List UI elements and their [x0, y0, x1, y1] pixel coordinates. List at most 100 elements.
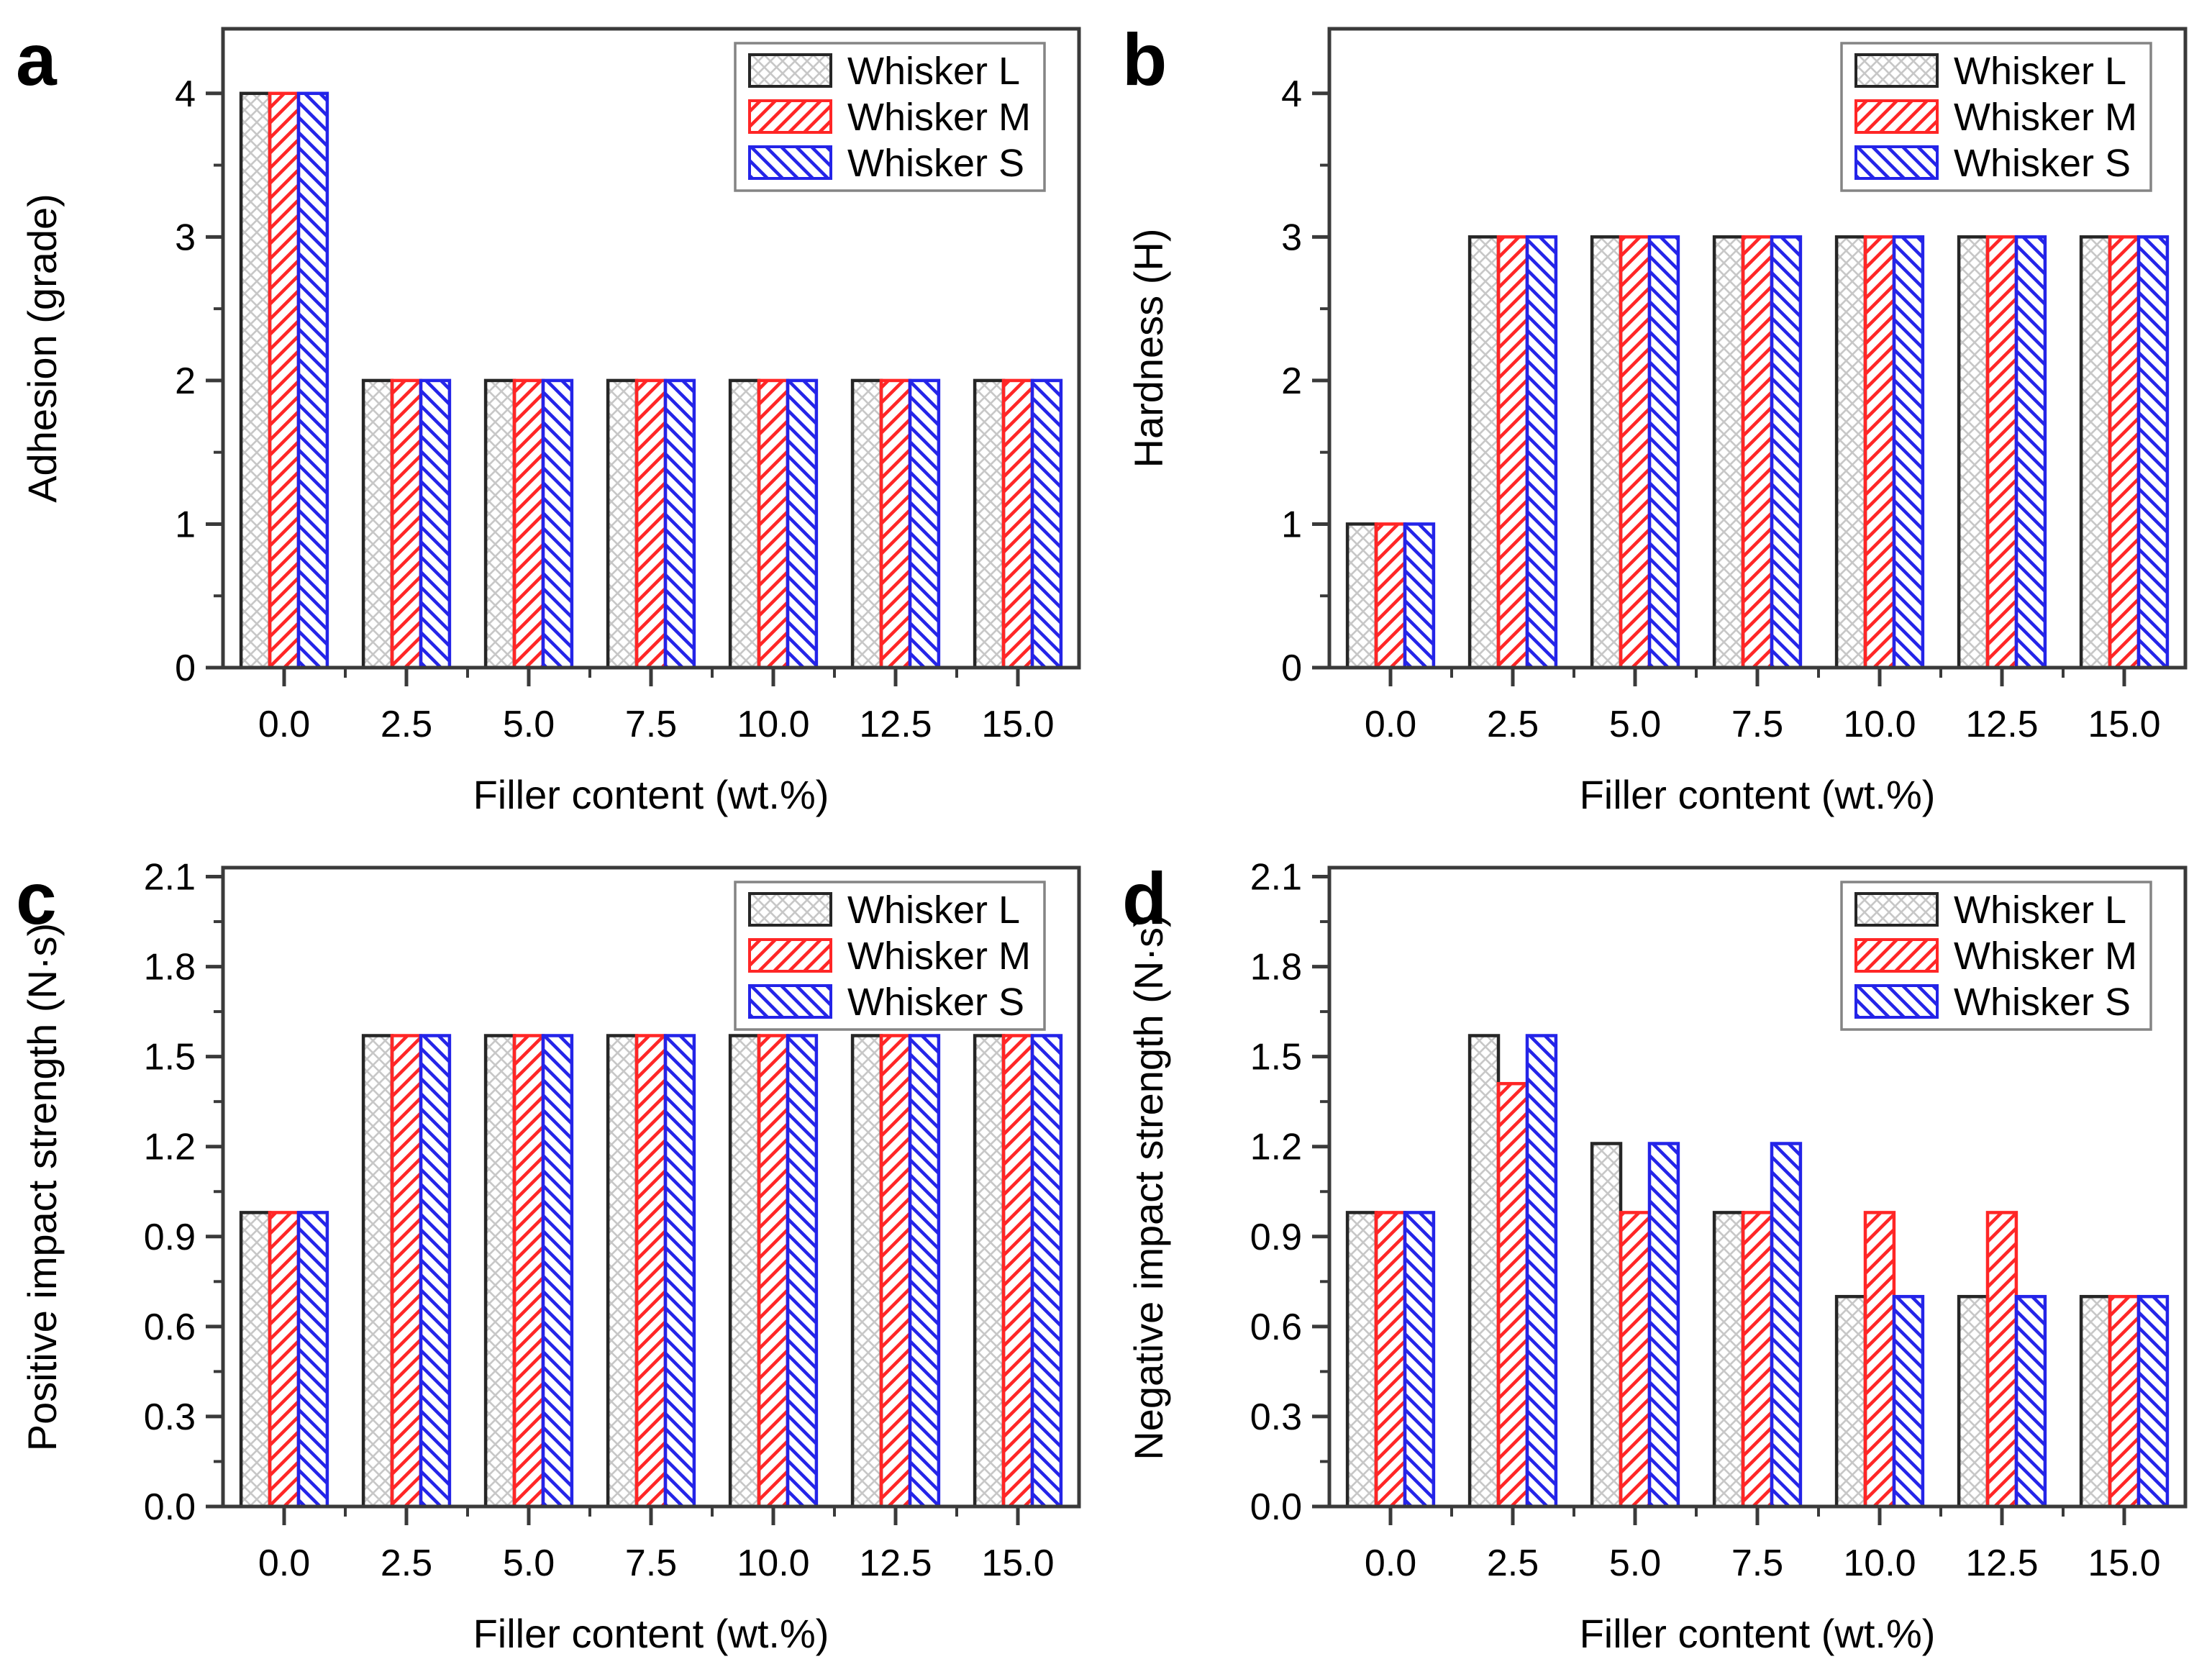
x-tick-label: 15.0 [981, 704, 1054, 745]
x-tick-label: 5.0 [503, 704, 555, 745]
bar-whisker-s-x15.0 [2136, 235, 2170, 670]
bar-whisker-s-x15.0 [1030, 1034, 1063, 1509]
legend-label: Whisker S [1954, 981, 2131, 1024]
bar-whisker-s-x15.0 [2136, 1294, 2170, 1509]
x-tick-label: 0.0 [1365, 1542, 1416, 1584]
bar-whisker-s-x10.0 [1892, 1294, 1925, 1509]
bar-whisker-s-x15.0 [1030, 378, 1063, 670]
panel-b-hardness-chart: 0 1 2 3 4 0.0 2.5 5.0 7.5 10.0 12.5 15.0 Filler cont… [1122, 19, 2188, 817]
legend-swatch [748, 892, 832, 927]
legend-entry-whisker-m: Whisker M [748, 935, 1031, 978]
bar-whisker-s-x7.5 [1770, 1142, 1803, 1509]
bar-whisker-m-x10.0 [757, 378, 790, 670]
legend-label: Whisker S [847, 142, 1024, 185]
bar-whisker-l-x0.0 [1345, 522, 1378, 670]
bar-whisker-s-x7.5 [663, 378, 696, 670]
bar-whisker-s-x10.0 [786, 378, 819, 670]
bar-whisker-m-x2.5 [390, 378, 423, 670]
bar-whisker-m-x10.0 [1863, 1211, 1896, 1509]
bar-whisker-l-x5.0 [1590, 235, 1623, 670]
bar-whisker-l-x7.5 [606, 1034, 639, 1509]
y-tick-label: 0.6 [1250, 1306, 1302, 1348]
legend-swatch [1854, 938, 1939, 973]
bar-whisker-s-x5.0 [541, 378, 574, 670]
x-tick-label: 7.5 [625, 1542, 677, 1584]
legend-swatch [1854, 145, 1939, 180]
bar-whisker-s-x2.5 [419, 1034, 452, 1509]
x-axis-label: Filler content (wt.%) [1580, 772, 1936, 817]
legend-swatch [1854, 99, 1939, 134]
x-tick-label: 2.5 [381, 1542, 432, 1584]
panel-d-negative-impact-chart: 0.0 0.3 0.6 0.9 1.2 1.5 1.8 2.1 0.0 2.5 5.0 7.5 10.0… [1122, 857, 2188, 1656]
y-tick-label: 4 [1281, 73, 1302, 115]
legend-entry-whisker-l: Whisker L [1854, 889, 2126, 932]
legend-swatch [1854, 892, 1939, 927]
y-tick-label: 0.0 [144, 1486, 196, 1528]
x-tick-label: 10.0 [1843, 1542, 1916, 1584]
y-tick-label: 1.5 [144, 1037, 196, 1078]
bar-whisker-s-x5.0 [1647, 1142, 1680, 1509]
bar-whisker-s-x2.5 [419, 378, 452, 670]
bar-whisker-m-x5.0 [512, 378, 545, 670]
bar-whisker-m-x7.5 [1741, 1211, 1774, 1509]
x-tick-label: 5.0 [1609, 704, 1661, 745]
bar-whisker-m-x5.0 [1619, 235, 1652, 670]
bar-whisker-m-x5.0 [1619, 1211, 1652, 1509]
legend-swatch [748, 145, 832, 180]
bar-whisker-l-x2.5 [361, 378, 394, 670]
y-tick-label: 1.8 [1250, 947, 1302, 989]
bar-whisker-m-x0.0 [1374, 522, 1407, 670]
y-axis-label: Hardness (H) [1126, 229, 1171, 468]
x-axis-label: Filler content (wt.%) [473, 772, 829, 817]
bar-whisker-l-x7.5 [606, 378, 639, 670]
bar-whisker-m-x12.5 [879, 378, 912, 670]
bar-whisker-s-x2.5 [1525, 235, 1558, 670]
y-axis-label: Negative impact strength (N·s) [1126, 914, 1171, 1460]
bar-whisker-s-x0.0 [1403, 522, 1436, 670]
legend-label: Whisker L [1954, 889, 2126, 932]
bar-whisker-l-x10.0 [728, 1034, 761, 1509]
y-tick-label: 1.5 [1250, 1037, 1302, 1078]
bar-whisker-m-x12.5 [1985, 235, 2018, 670]
bar-whisker-l-x7.5 [1712, 235, 1745, 670]
legend-entry-whisker-s: Whisker S [748, 142, 1024, 185]
bar-whisker-s-x12.5 [2014, 1294, 2047, 1509]
y-tick-label: 2 [175, 360, 196, 402]
y-tick-label: 1 [1281, 504, 1302, 545]
y-tick-label: 2.1 [144, 857, 196, 899]
panel-letter: c [16, 858, 57, 940]
legend-label: Whisker S [1954, 142, 2131, 185]
bar-whisker-s-x12.5 [908, 1034, 941, 1509]
y-tick-label: 2 [1281, 360, 1302, 402]
bar-whisker-m-x10.0 [757, 1034, 790, 1509]
legend-swatch [1854, 53, 1939, 88]
bar-whisker-l-x10.0 [728, 378, 761, 670]
y-tick-label: 0.9 [1250, 1217, 1302, 1258]
legend-entry-whisker-l: Whisker L [1854, 50, 2126, 93]
x-tick-label: 15.0 [981, 1542, 1054, 1584]
x-tick-label: 10.0 [737, 1542, 809, 1584]
y-tick-label: 3 [175, 217, 196, 258]
legend-swatch [748, 99, 832, 134]
x-tick-label: 0.0 [258, 1542, 310, 1584]
y-tick-label: 1.8 [144, 947, 196, 989]
bar-whisker-m-x15.0 [1001, 1034, 1034, 1509]
legend-label: Whisker M [847, 96, 1031, 139]
bar-whisker-m-x2.5 [1496, 1081, 1529, 1509]
bar-whisker-l-x12.5 [850, 378, 883, 670]
bar-whisker-m-x12.5 [879, 1034, 912, 1509]
x-tick-label: 15.0 [2088, 704, 2160, 745]
x-tick-label: 12.5 [1965, 704, 2038, 745]
y-tick-label: 0.0 [1250, 1486, 1302, 1528]
x-axis-label: Filler content (wt.%) [473, 1611, 829, 1656]
bar-whisker-l-x0.0 [1345, 1211, 1378, 1509]
legend-label: Whisker M [1954, 96, 2137, 139]
legend-label: Whisker M [847, 935, 1031, 978]
x-tick-label: 15.0 [2088, 1542, 2160, 1584]
bar-whisker-l-x5.0 [483, 1034, 516, 1509]
